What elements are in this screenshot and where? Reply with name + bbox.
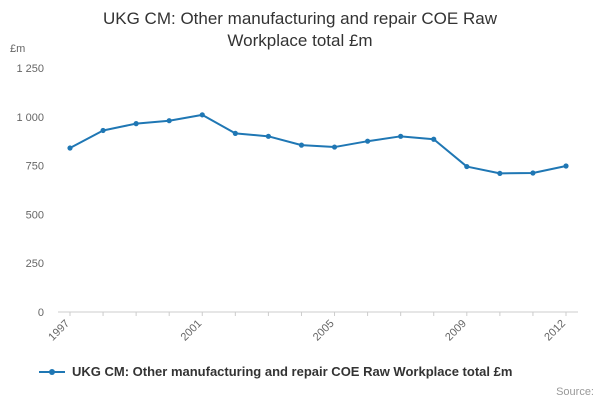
y-tick-label: 0 <box>38 307 44 319</box>
data-point-marker[interactable] <box>298 142 305 148</box>
x-tick-label: 2009 <box>443 318 469 344</box>
data-point-marker[interactable] <box>365 138 371 144</box>
y-tick-label: 250 <box>26 258 44 270</box>
data-point-marker[interactable] <box>166 118 172 124</box>
data-point-marker[interactable] <box>398 133 404 139</box>
data-point-marker[interactable] <box>431 136 437 142</box>
data-point-marker[interactable] <box>67 145 73 151</box>
y-tick-label: 500 <box>26 209 44 221</box>
y-tick-label: 750 <box>26 161 44 173</box>
legend[interactable]: UKG CM: Other manufacturing and repair C… <box>38 364 512 379</box>
data-point-marker[interactable] <box>199 112 205 118</box>
data-point-marker[interactable] <box>100 127 106 134</box>
data-point-marker[interactable] <box>133 121 139 127</box>
chart-title: UKG CM: Other manufacturing and repair C… <box>103 9 497 51</box>
data-point-marker[interactable] <box>232 130 238 136</box>
data-point-marker[interactable] <box>497 170 503 177</box>
legend-label: UKG CM: Other manufacturing and repair C… <box>72 364 513 379</box>
x-tick-label: 2001 <box>179 318 205 344</box>
x-tick-label: 2012 <box>542 318 568 344</box>
data-point-marker[interactable] <box>265 133 271 139</box>
legend-line-marker-icon <box>39 368 65 375</box>
data-point-marker[interactable] <box>563 163 569 169</box>
source-label: Source: <box>556 386 594 398</box>
series-line[interactable] <box>69 113 567 175</box>
y-axis-unit-label: £m <box>10 43 25 55</box>
x-tick-label: 2005 <box>311 318 337 344</box>
data-point-marker[interactable] <box>331 144 338 150</box>
data-point-marker[interactable] <box>530 170 536 176</box>
y-tick-label: 1 000 <box>16 112 44 124</box>
x-tick-label: 1997 <box>46 318 72 344</box>
y-tick-label: 1 250 <box>16 63 44 75</box>
data-point-marker[interactable] <box>464 163 470 170</box>
